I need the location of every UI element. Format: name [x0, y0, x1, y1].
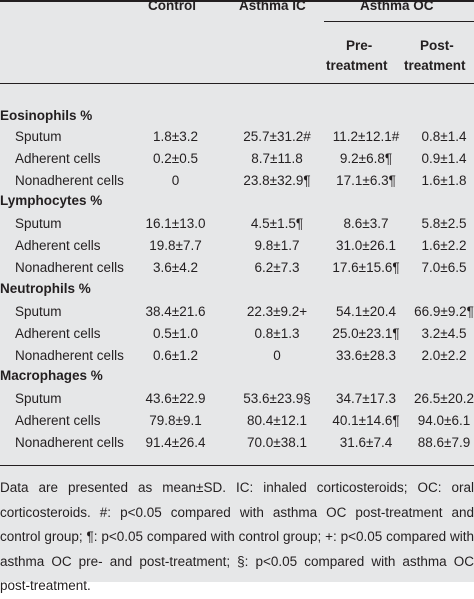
control-cell: 79.8±9.1	[149, 413, 202, 428]
post-treatment-cell: 2.0±2.2	[421, 348, 467, 363]
asthma-ic-cell: 25.7±31.2#	[243, 129, 311, 144]
pre-treatment-cell: 17.6±15.6¶	[332, 260, 400, 275]
row-label: Adherent cells	[15, 413, 101, 428]
section-title: Eosinophils %	[0, 108, 93, 123]
pre-treatment-cell: 34.7±17.3	[336, 391, 396, 406]
section-title: Lymphocytes %	[0, 193, 103, 208]
header-pre-line2: treatment	[326, 58, 388, 73]
asthma-ic-cell: 9.8±1.7	[254, 238, 300, 253]
bottom-rule	[0, 465, 474, 466]
control-cell: 91.4±26.4	[145, 435, 206, 450]
table-row: Adherent cells 0.2±0.5 8.7±11.8 9.2±6.8¶…	[0, 148, 474, 170]
table-row: Adherent cells 79.8±9.1 80.4±12.1 40.1±1…	[0, 410, 474, 432]
control-cell: 0.2±0.5	[153, 151, 198, 166]
asthma-ic-cell: 4.5±1.5¶	[250, 216, 304, 231]
row-label: Nonadherent cells	[15, 260, 124, 275]
table-row: Adherent cells 19.8±7.7 9.8±1.7 31.0±26.…	[0, 235, 474, 257]
asthma-ic-cell: 8.7±11.8	[251, 151, 303, 166]
header-pre-line1: Pre-	[346, 38, 373, 53]
control-cell: 43.6±22.9	[145, 391, 206, 406]
header-post-line2: treatment	[404, 58, 466, 73]
row-label: Nonadherent cells	[15, 173, 124, 188]
pre-treatment-cell: 31.6±7.4	[339, 435, 393, 450]
control-cell: 3.6±4.2	[153, 260, 198, 275]
post-treatment-cell: 66.9±9.2¶	[414, 304, 474, 319]
header-asthma-oc: Asthma OC	[360, 0, 434, 13]
table-row: Nonadherent cells 91.4±26.4 70.0±38.1 31…	[0, 432, 474, 454]
row-label: Adherent cells	[15, 238, 101, 253]
row-label: Nonadherent cells	[15, 348, 124, 363]
control-cell: 1.8±3.2	[153, 129, 198, 144]
row-label: Sputum	[15, 129, 62, 144]
control-cell: 38.4±21.6	[145, 304, 206, 319]
asthma-ic-cell: 0	[273, 348, 281, 363]
header-post-line1: Post-	[420, 38, 454, 53]
section-title: Macrophages %	[0, 368, 103, 383]
post-treatment-cell: 26.5±20.2	[414, 391, 474, 406]
header-asthma-ic: Asthma IC	[239, 0, 306, 13]
header-rule	[0, 83, 474, 84]
table-row: Sputum 16.1±13.0 4.5±1.5¶ 8.6±3.7 5.8±2.…	[0, 213, 474, 235]
control-cell: 0.5±1.0	[153, 326, 198, 341]
post-treatment-cell: 0.9±1.4	[421, 151, 467, 166]
control-cell: 19.8±7.7	[149, 238, 202, 253]
asthma-ic-cell: 70.0±38.1	[247, 435, 307, 450]
asthma-ic-cell: 22.3±9.2+	[246, 304, 308, 319]
pre-treatment-cell: 17.1±6.3¶	[336, 173, 396, 188]
pre-treatment-cell: 54.1±20.4	[336, 304, 396, 319]
asthma-ic-cell: 53.6±23.9§	[243, 391, 311, 406]
table-row: Sputum 1.8±3.2 25.7±31.2# 11.2±12.1# 0.8…	[0, 126, 474, 148]
post-treatment-cell: 1.6±1.8	[421, 173, 467, 188]
pre-treatment-cell: 9.2±6.8¶	[339, 151, 393, 166]
row-label: Sputum	[15, 216, 62, 231]
table-footnote: Data are presented as mean±SD. IC: inhal…	[0, 480, 474, 593]
table-row: Sputum 43.6±22.9 53.6±23.9§ 34.7±17.3 26…	[0, 388, 474, 410]
row-label: Adherent cells	[15, 326, 101, 341]
pre-treatment-cell: 11.2±12.1#	[332, 129, 400, 144]
pre-treatment-cell: 33.6±28.3	[336, 348, 396, 363]
row-label: Sputum	[15, 304, 62, 319]
asthma-ic-cell: 23.8±32.9¶	[243, 173, 311, 188]
top-rule	[0, 0, 474, 2]
post-treatment-cell: 88.6±7.9	[417, 435, 471, 450]
asthma-oc-span-rule	[324, 21, 474, 22]
post-treatment-cell: 94.0±6.1	[417, 413, 471, 428]
header-control: Control	[148, 0, 196, 13]
pre-treatment-cell: 8.6±3.7	[343, 216, 389, 231]
table-row: Sputum 38.4±21.6 22.3±9.2+ 54.1±20.4 66.…	[0, 301, 474, 323]
table-row: Nonadherent cells 0.6±1.2 0 33.6±28.3 2.…	[0, 345, 474, 367]
table-row: Nonadherent cells 3.6±4.2 6.2±7.3 17.6±1…	[0, 257, 474, 279]
control-cell: 0	[171, 173, 180, 188]
post-treatment-cell: 3.2±4.5	[421, 326, 467, 341]
section-title: Neutrophils %	[0, 281, 91, 296]
row-label: Nonadherent cells	[15, 435, 124, 450]
table-row: Adherent cells 0.5±1.0 0.8±1.3 25.0±23.1…	[0, 323, 474, 345]
row-label: Adherent cells	[15, 151, 101, 166]
post-treatment-cell: 0.8±1.4	[421, 129, 467, 144]
post-treatment-cell: 7.0±6.5	[421, 260, 467, 275]
asthma-ic-cell: 80.4±12.1	[247, 413, 307, 428]
asthma-ic-cell: 6.2±7.3	[254, 260, 300, 275]
row-label: Sputum	[15, 391, 62, 406]
table-row: Nonadherent cells 0 23.8±32.9¶ 17.1±6.3¶…	[0, 170, 474, 192]
asthma-ic-cell: 0.8±1.3	[254, 326, 300, 341]
control-cell: 16.1±13.0	[145, 216, 206, 231]
control-cell: 0.6±1.2	[153, 348, 198, 363]
pre-treatment-cell: 40.1±14.6¶	[332, 413, 400, 428]
post-treatment-cell: 1.6±2.2	[421, 238, 467, 253]
post-treatment-cell: 5.8±2.5	[421, 216, 467, 231]
pre-treatment-cell: 31.0±26.1	[336, 238, 396, 253]
pre-treatment-cell: 25.0±23.1¶	[332, 326, 400, 341]
